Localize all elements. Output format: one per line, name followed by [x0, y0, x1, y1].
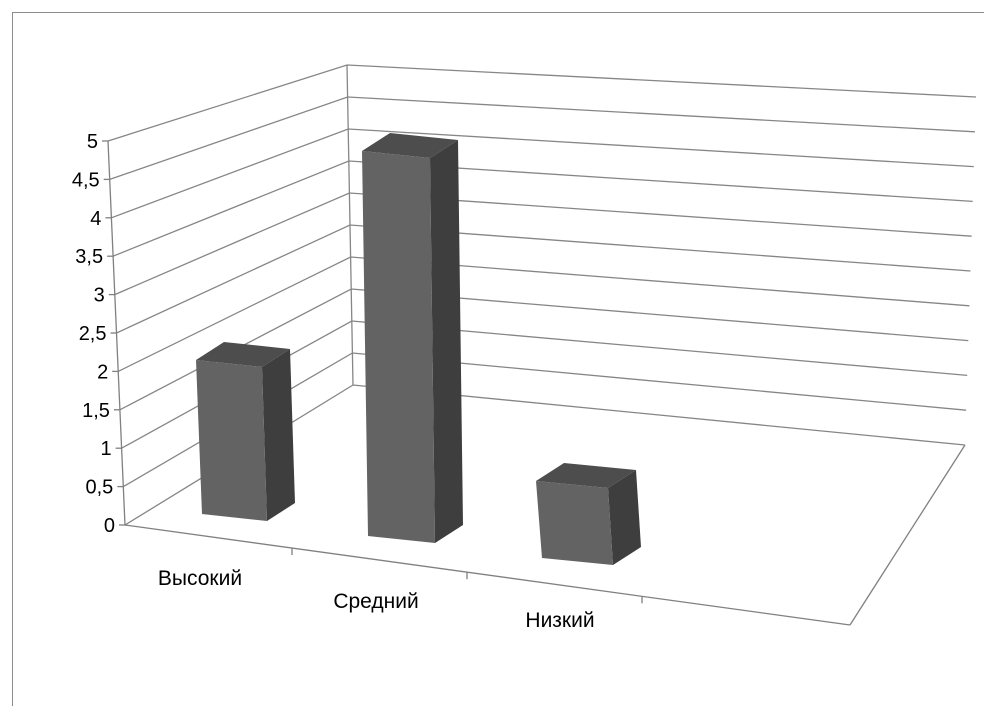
- y-tick-label: 2,5: [79, 323, 107, 345]
- bar-side: [608, 470, 641, 565]
- bar-side: [430, 140, 463, 543]
- bars: [196, 133, 641, 565]
- gridlines: [107, 64, 977, 626]
- bar-top: [196, 342, 290, 367]
- bar-front: [362, 151, 435, 543]
- chart-area: [12, 12, 984, 706]
- bar-front: [536, 481, 613, 565]
- floor-right-edge: [849, 444, 966, 626]
- y-tick-label: 0,5: [85, 477, 113, 499]
- gridline: [109, 96, 975, 181]
- y-tick-label: 3,5: [75, 246, 103, 268]
- y-axis-ticks: 0 0,5 1 1,5 2 2,5 3 3,5 4 4,5 5: [72, 131, 125, 537]
- x-category-label: Низкий: [525, 609, 594, 632]
- y-tick-label: 2: [97, 361, 108, 383]
- gridline: [112, 160, 973, 257]
- y-tick-label: 1: [100, 438, 111, 460]
- bar-top: [362, 133, 458, 158]
- gridline: [114, 192, 972, 296]
- y-tick-label: 4,5: [72, 169, 100, 191]
- y-tick-label: 1,5: [82, 400, 110, 422]
- x-category-label: Средний: [333, 590, 418, 613]
- x-axis-categories: Высокий Средний Низкий: [158, 548, 643, 632]
- bar-front: [196, 360, 267, 521]
- x-category-label: Высокий: [158, 567, 242, 590]
- bar-side: [262, 349, 295, 521]
- gridline: [116, 224, 971, 334]
- y-tick-label: 0: [104, 515, 115, 537]
- gridline: [107, 64, 977, 142]
- x-axis-line: [124, 524, 851, 626]
- y-tick-label: 4: [90, 208, 101, 230]
- y-tick-label: 5: [87, 131, 98, 153]
- y-tick-label: 3: [94, 285, 105, 307]
- bar-1: [196, 342, 295, 521]
- bar-2: [362, 133, 463, 543]
- bar-3: [536, 463, 641, 565]
- back-wall-edge: [346, 64, 354, 386]
- bar-top: [536, 463, 636, 488]
